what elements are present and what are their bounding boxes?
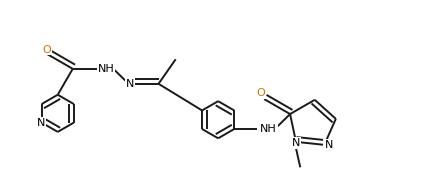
Text: NH: NH [260, 124, 277, 134]
Text: N: N [292, 138, 300, 148]
Text: O: O [257, 88, 265, 98]
Text: NH: NH [98, 64, 114, 74]
Text: N: N [36, 118, 45, 128]
Text: O: O [42, 45, 51, 54]
Text: N: N [324, 140, 333, 150]
Text: N: N [125, 79, 134, 89]
